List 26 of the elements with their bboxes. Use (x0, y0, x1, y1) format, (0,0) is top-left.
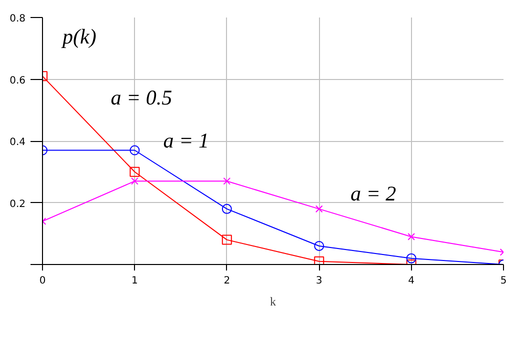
y-tick-label: 0.8 (10, 14, 26, 24)
x-tick-label: 2 (224, 276, 230, 286)
x-tick-label: 5 (500, 276, 507, 286)
point (130, 145, 140, 156)
point (131, 177, 138, 185)
point (222, 204, 232, 214)
point (408, 233, 415, 240)
x-tick-label: 1 (132, 276, 138, 286)
point (222, 234, 232, 245)
point (130, 166, 140, 177)
point (314, 240, 324, 251)
y-tick-label: 0.6 (10, 75, 26, 86)
x-tick-label: 0 (39, 276, 46, 286)
y-tick-label: 0.4 (10, 137, 26, 148)
point (314, 256, 324, 264)
series-label: a = 2 (350, 182, 397, 206)
point (223, 177, 231, 185)
point (406, 253, 416, 264)
x-tick-label: 3 (316, 276, 322, 286)
point (315, 205, 323, 213)
y-axis-title: p(k) (60, 24, 96, 48)
series-label: a = 0.5 (110, 86, 172, 110)
x-tick-label: 4 (408, 276, 414, 286)
x-axis-title: k (270, 294, 276, 308)
y-tick-label: 0.2 (10, 198, 26, 210)
series-label: a = 1 (163, 128, 209, 153)
